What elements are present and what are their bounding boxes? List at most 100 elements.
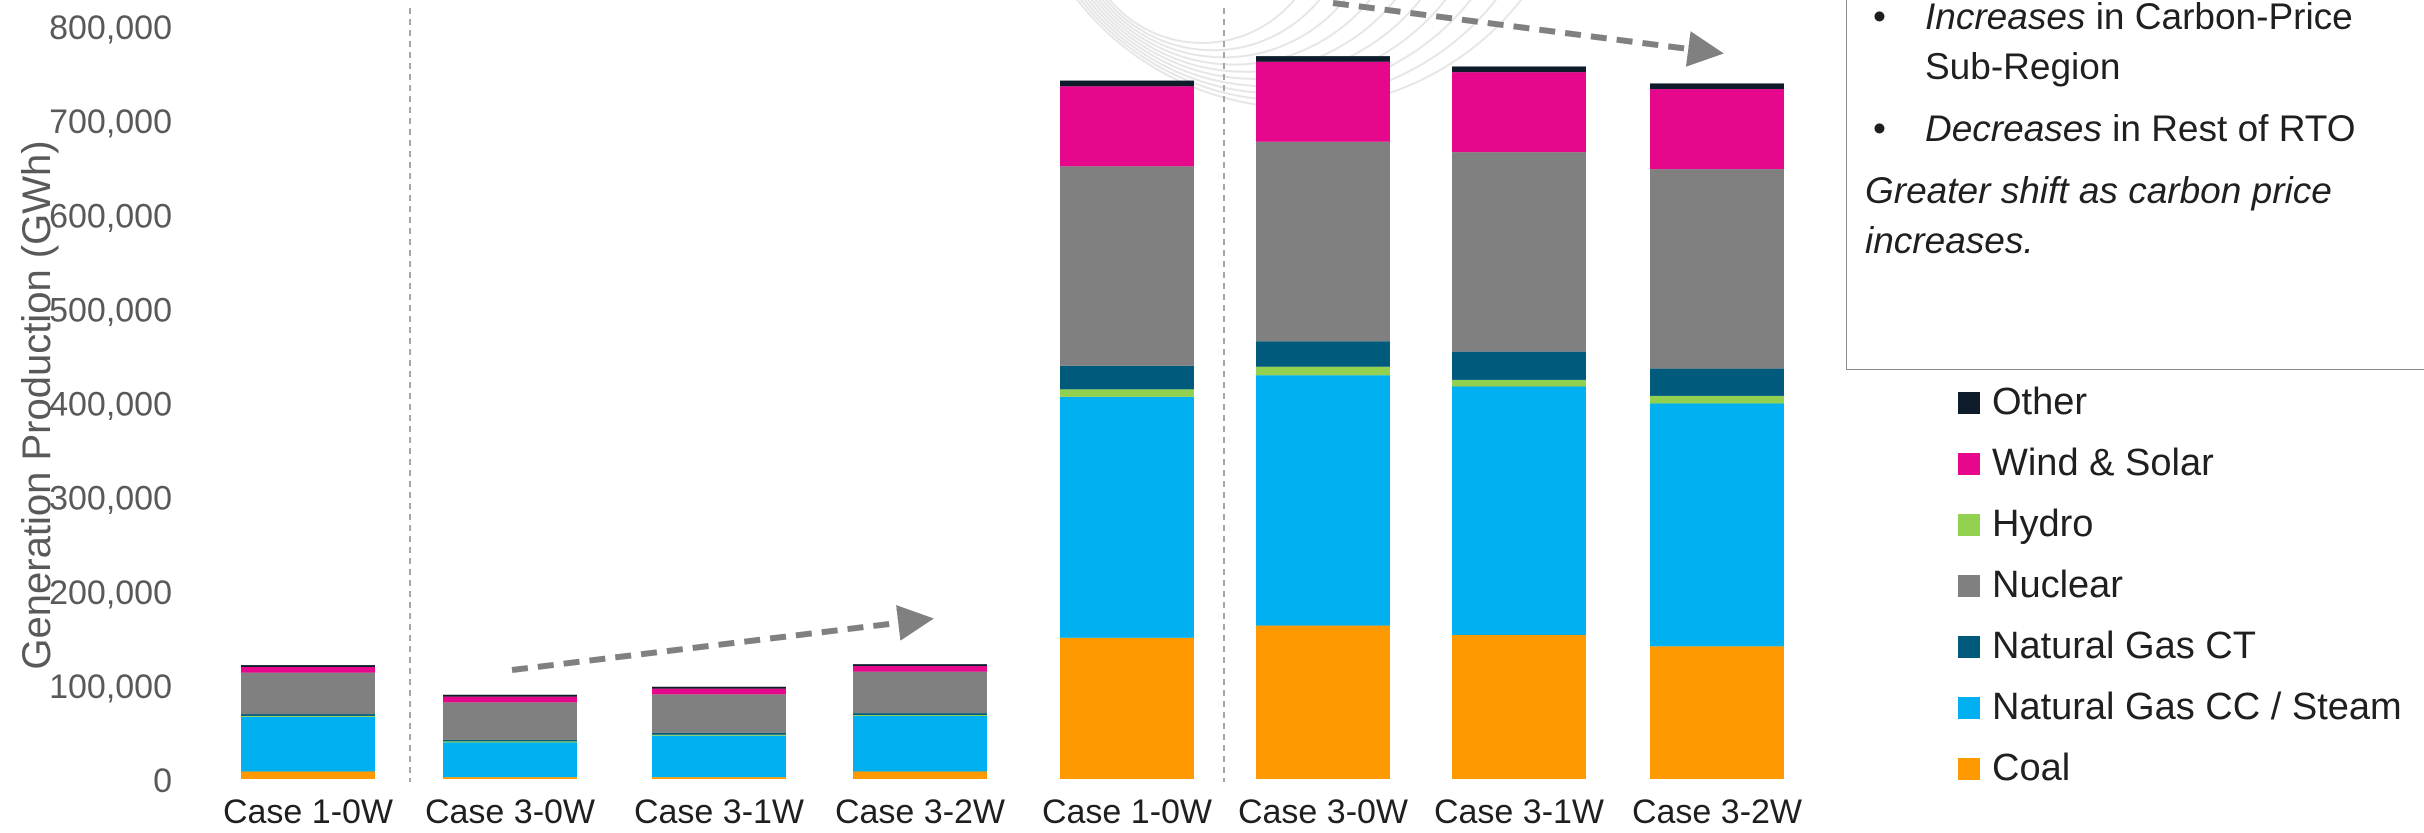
bar-segment-coal — [1256, 625, 1390, 779]
bar-segment-natural-gas-cc-steam — [1256, 375, 1390, 626]
legend-swatch — [1958, 513, 1980, 536]
bar-segment-hydro — [1060, 389, 1194, 397]
bar-segment-natural-gas-ct — [1256, 341, 1390, 367]
legend-swatch — [1958, 574, 1980, 597]
stacked-bar-chart: 0 100,000 200,000 300,000 400,000 500,000 600,… — [15, 0, 1802, 831]
bar-segment-wind-solar — [853, 666, 987, 672]
bar-segment-natural-gas-ct — [652, 732, 786, 735]
background-arc — [1097, 0, 1371, 66]
bar-segment-wind-solar — [1452, 72, 1586, 153]
callout-text: in Rest of RTO — [2101, 108, 2356, 149]
callout-text: in Carbon-Price Sub-Region — [1925, 0, 2353, 87]
callout-emphasis: Decreases — [1925, 108, 2102, 149]
legend-item: Natural Gas CT — [1958, 616, 2402, 677]
legend-swatch — [1958, 452, 1980, 475]
bar-segment-coal — [853, 771, 987, 779]
bar-segment-coal — [1452, 634, 1586, 779]
bar-segment-other — [241, 665, 375, 667]
callout-bullets: • Increases in Carbon-Price Sub-Region •… — [1865, 0, 2424, 154]
chart-legend: Other Wind & Solar Hydro Nuclear Natural Gas… — [1958, 372, 2402, 799]
bar-segment-natural-gas-cc-steam — [1452, 386, 1586, 635]
legend-item: Natural Gas CC / Steam — [1958, 677, 2402, 738]
bar-segment-other — [443, 694, 577, 697]
bar-segment-natural-gas-ct — [241, 714, 375, 716]
bar-segment-nuclear — [1650, 169, 1784, 369]
y-tick-label: 300,000 — [49, 480, 172, 518]
bar-segment-natural-gas-ct — [1060, 365, 1194, 390]
bar-segment-natural-gas-cc-steam — [1650, 403, 1784, 647]
x-tick-label: Case 3-0W — [425, 793, 595, 831]
y-tick-label: 400,000 — [49, 386, 172, 424]
bar-segment-hydro — [1452, 379, 1586, 387]
legend-label: Natural Gas CC / Steam — [1992, 686, 2402, 728]
callout-bullet-increases: • Increases in Carbon-Price Sub-Region — [1865, 0, 2424, 92]
bar-segment-coal — [1650, 646, 1784, 779]
legend-swatch — [1958, 391, 1980, 414]
bar-segment-hydro — [853, 714, 987, 716]
x-tick-label: Case 1-0W — [223, 793, 393, 831]
legend-label: Nuclear — [1992, 564, 2123, 606]
callout-emphasis: Increases — [1925, 0, 2086, 37]
bar-segment-hydro — [241, 715, 375, 717]
legend-item: Nuclear — [1958, 555, 2402, 616]
legend-item: Other — [1958, 372, 2402, 433]
y-tick-label: 0 — [153, 762, 172, 800]
bar-segment-wind-solar — [443, 696, 577, 703]
y-tick-label: 600,000 — [49, 197, 172, 235]
bar-segment-nuclear — [652, 694, 786, 733]
bar-segment-natural-gas-cc-steam — [652, 735, 786, 778]
legend-label: Hydro — [1992, 503, 2094, 545]
legend-item: Wind & Solar — [1958, 433, 2402, 494]
legend-swatch — [1958, 635, 1980, 658]
x-tick-label: Case 3-2W — [1632, 793, 1802, 831]
bar-segment-natural-gas-ct — [853, 713, 987, 715]
x-tick-label: Case 3-1W — [1434, 793, 1604, 831]
bar-segment-nuclear — [241, 672, 375, 715]
bar-segment-coal — [652, 777, 786, 779]
y-tick-label: 700,000 — [49, 103, 172, 141]
background-arc — [1094, 0, 1397, 73]
bar-segment-nuclear — [1256, 141, 1390, 342]
bar-segment-natural-gas-ct — [1650, 368, 1784, 396]
x-tick-label: Case 3-0W — [1238, 793, 1408, 831]
bar-segment-natural-gas-ct — [1452, 351, 1586, 380]
callout-summary: Greater shift as carbon price increases. — [1865, 170, 2332, 261]
trend-arrow — [511, 605, 934, 673]
bar-segment-other — [1650, 83, 1784, 90]
y-axis-label: Generation Production (GWh) — [15, 140, 59, 669]
callout-bullet-decreases: • Decreases in Rest of RTO — [1865, 104, 2424, 154]
legend-item: Hydro — [1958, 494, 2402, 555]
bar-segment-other — [1452, 66, 1586, 73]
legend-swatch — [1958, 757, 1980, 780]
legend-item: Coal — [1958, 738, 2402, 799]
bar-segment-coal — [443, 777, 577, 779]
y-tick-label: 100,000 — [49, 668, 172, 706]
y-tick-label: 800,000 — [49, 9, 172, 47]
bar-segment-nuclear — [853, 671, 987, 714]
bar-segment-natural-gas-cc-steam — [853, 715, 987, 772]
bar-segment-hydro — [443, 741, 577, 743]
y-tick-label: 500,000 — [49, 291, 172, 329]
x-tick-label: Case 3-1W — [634, 793, 804, 831]
bar-segment-natural-gas-cc-steam — [1060, 396, 1194, 638]
legend-label: Coal — [1992, 747, 2071, 789]
bar-segment-coal — [241, 771, 375, 779]
bar-segment-hydro — [652, 734, 786, 736]
x-tick-label: Case 1-0W — [1042, 793, 1212, 831]
y-tick-label: 200,000 — [49, 574, 172, 612]
legend-swatch — [1958, 696, 1980, 719]
bar-segment-nuclear — [1060, 166, 1194, 366]
background-arc — [1108, 0, 1296, 44]
bar-segment-coal — [1060, 637, 1194, 779]
bar-segment-nuclear — [1452, 152, 1586, 352]
bar-segment-natural-gas-ct — [443, 739, 577, 742]
bar-segment-wind-solar — [1060, 86, 1194, 167]
bullet-glyph: • — [1873, 0, 1886, 37]
bar-segment-other — [853, 664, 987, 667]
bar-segment-hydro — [1650, 395, 1784, 404]
bar-segment-other — [1060, 80, 1194, 87]
legend-label: Natural Gas CT — [1992, 625, 2256, 667]
bar-segment-other — [652, 686, 786, 689]
bar-segment-wind-solar — [652, 688, 786, 695]
legend-label: Other — [1992, 381, 2088, 423]
